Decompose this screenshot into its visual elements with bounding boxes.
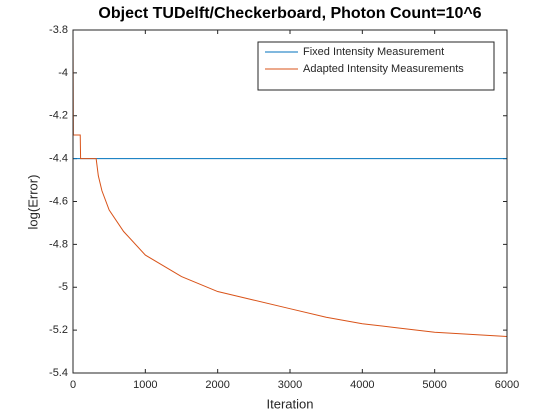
- x-tick-label: 4000: [350, 379, 374, 391]
- y-tick-label: -4.4: [49, 153, 68, 165]
- y-axis-label: log(Error): [25, 175, 40, 230]
- y-tick-label: -3.8: [49, 24, 68, 36]
- y-tick-label: -5: [58, 281, 68, 293]
- chart-title: Object TUDelft/Checkerboard, Photon Coun…: [98, 5, 481, 22]
- axes-box: [72, 29, 508, 374]
- y-tick-label: -5.4: [49, 367, 68, 379]
- x-tick-label: 3000: [278, 379, 302, 391]
- legend-label: Adapted Intensity Measurements: [303, 63, 464, 75]
- x-tick-label: 6000: [495, 379, 519, 391]
- y-tick-label: -4.6: [49, 195, 68, 207]
- y-tick-label: -4.8: [49, 238, 68, 250]
- x-tick-label: 2000: [205, 379, 229, 391]
- y-tick-label: -5.2: [49, 324, 68, 336]
- y-tick-label: -4: [58, 67, 68, 79]
- legend-box: [257, 41, 495, 91]
- x-tick-label: 0: [70, 379, 76, 391]
- x-axis-label: Iteration: [267, 396, 314, 411]
- series-line: [72, 29, 508, 338]
- legend-label: Fixed Intensity Measurement: [303, 46, 444, 58]
- y-tick-label: -4.2: [49, 110, 68, 122]
- x-tick-label: 5000: [422, 379, 446, 391]
- x-tick-label: 1000: [133, 379, 157, 391]
